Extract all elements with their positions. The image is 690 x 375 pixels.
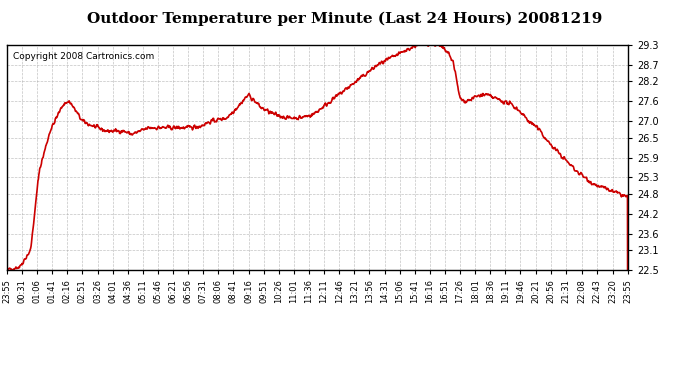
Text: Copyright 2008 Cartronics.com: Copyright 2008 Cartronics.com: [13, 52, 155, 61]
Text: Outdoor Temperature per Minute (Last 24 Hours) 20081219: Outdoor Temperature per Minute (Last 24 …: [88, 11, 602, 26]
